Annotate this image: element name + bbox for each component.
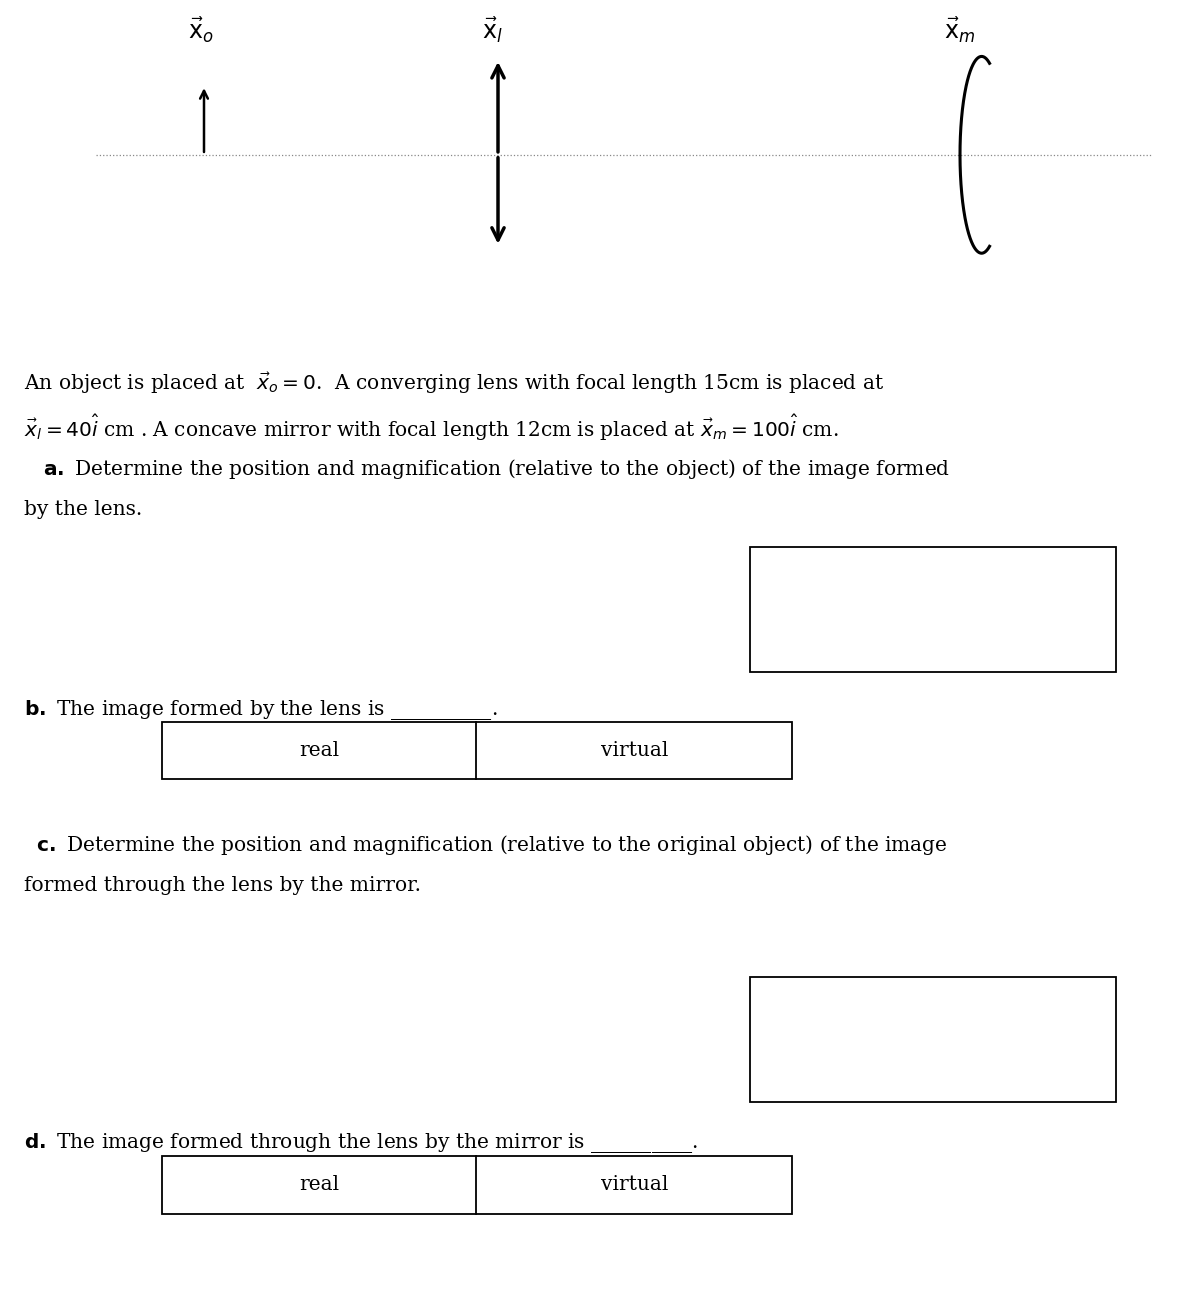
Text: $\vec{\mathrm{x}}_m$: $\vec{\mathrm{x}}_m$ — [944, 14, 976, 45]
Text: by the lens.: by the lens. — [24, 500, 143, 518]
Text: $\vec{\mathrm{x}}_l$: $\vec{\mathrm{x}}_l$ — [481, 14, 503, 45]
Text: $\mathbf{c.}$ Determine the position and magnification (relative to the original: $\mathbf{c.}$ Determine the position and… — [24, 833, 948, 857]
Text: formed through the lens by the mirror.: formed through the lens by the mirror. — [24, 876, 421, 895]
Text: $\vec{\mathrm{x}}_o$: $\vec{\mathrm{x}}_o$ — [187, 14, 214, 45]
Text: $\vec{x}_l = 40\hat{i}$ cm . A concave mirror with focal length 12cm is placed a: $\vec{x}_l = 40\hat{i}$ cm . A concave m… — [24, 413, 839, 443]
Text: $\mathbf{b.}$ The image formed by the lens is __________.: $\mathbf{b.}$ The image formed by the le… — [24, 698, 498, 722]
Bar — [162, 1156, 792, 1214]
Text: $\mathbf{d.}$ The image formed through the lens by the mirror is __________.: $\mathbf{d.}$ The image formed through t… — [24, 1131, 697, 1155]
Text: real: real — [299, 741, 340, 760]
Text: An object is placed at  $\vec{x}_o = 0$.  A converging lens with focal length 15: An object is placed at $\vec{x}_o = 0$. … — [24, 370, 884, 395]
Bar — [750, 977, 1116, 1102]
Text: virtual: virtual — [600, 741, 668, 760]
Text: virtual: virtual — [600, 1176, 668, 1194]
Bar — [750, 547, 1116, 672]
Bar — [162, 722, 792, 779]
Text: $\mathbf{a.}$ Determine the position and magnification (relative to the object) : $\mathbf{a.}$ Determine the position and… — [24, 457, 950, 480]
Text: real: real — [299, 1176, 340, 1194]
